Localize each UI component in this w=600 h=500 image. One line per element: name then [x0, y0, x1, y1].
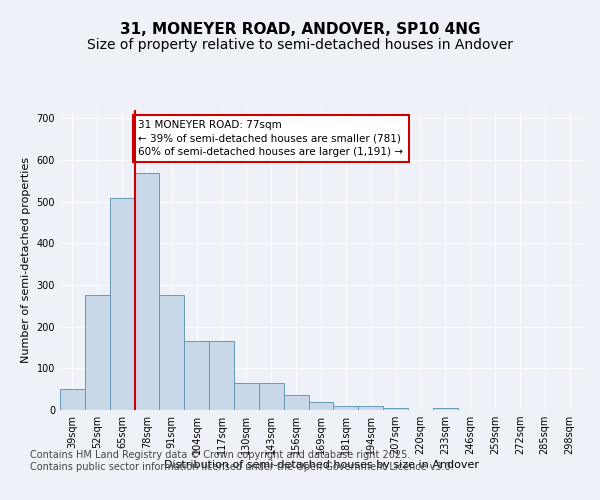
Bar [308, 402, 334, 410]
Bar [110, 198, 134, 410]
Y-axis label: Number of semi-detached properties: Number of semi-detached properties [21, 157, 31, 363]
Bar [259, 383, 284, 410]
Text: 31, MONEYER ROAD, ANDOVER, SP10 4NG: 31, MONEYER ROAD, ANDOVER, SP10 4NG [120, 22, 480, 38]
Text: 31 MONEYER ROAD: 77sqm
← 39% of semi-detached houses are smaller (781)
60% of se: 31 MONEYER ROAD: 77sqm ← 39% of semi-det… [139, 120, 403, 157]
Bar [85, 296, 110, 410]
Bar [433, 408, 458, 410]
X-axis label: Distribution of semi-detached houses by size in Andover: Distribution of semi-detached houses by … [163, 460, 479, 470]
Bar [284, 396, 308, 410]
Bar [358, 406, 383, 410]
Bar [184, 341, 209, 410]
Bar [60, 389, 85, 410]
Bar [334, 406, 358, 410]
Text: Contains HM Land Registry data © Crown copyright and database right 2025.
Contai: Contains HM Land Registry data © Crown c… [30, 450, 454, 471]
Bar [134, 172, 160, 410]
Bar [209, 341, 234, 410]
Bar [383, 408, 408, 410]
Bar [234, 383, 259, 410]
Text: Size of property relative to semi-detached houses in Andover: Size of property relative to semi-detach… [87, 38, 513, 52]
Bar [160, 296, 184, 410]
